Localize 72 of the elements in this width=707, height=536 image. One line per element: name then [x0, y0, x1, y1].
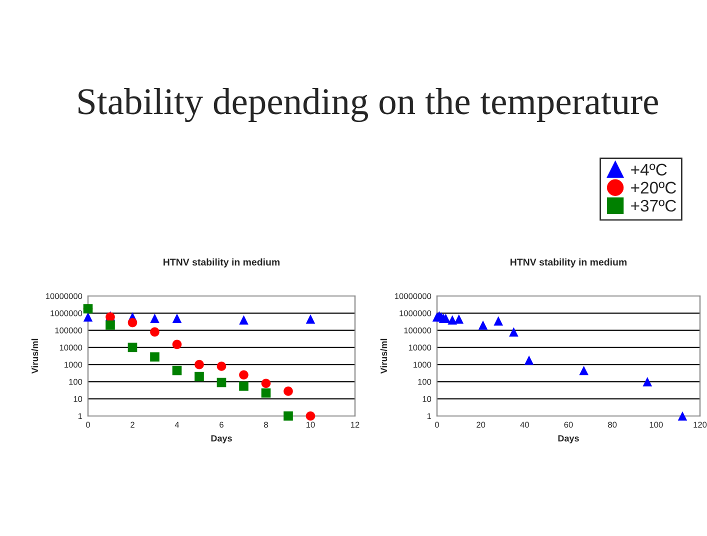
legend-label: +4ºC [631, 164, 667, 176]
y-tick-label: 10000 [408, 344, 432, 351]
point [172, 314, 182, 323]
point [261, 388, 271, 398]
x-tick-label: 6 [220, 422, 224, 428]
x-tick-label: 80 [608, 422, 617, 428]
point [284, 386, 293, 396]
y-tick-label: 1000000 [400, 310, 432, 316]
point [239, 382, 248, 391]
point [216, 362, 226, 371]
y-tick-label: 1 [427, 413, 432, 420]
point [194, 372, 204, 382]
y-tick-label: 100000 [404, 327, 432, 334]
point [524, 356, 534, 365]
y-tick-label: 100000 [55, 327, 82, 334]
point [106, 320, 115, 330]
y-tick-label: 1000 [414, 362, 432, 368]
point [150, 352, 160, 362]
point [128, 342, 138, 352]
point [172, 366, 182, 376]
x-tick-label: 60 [564, 422, 573, 428]
y-tick-label: 10000 [60, 344, 82, 351]
x-tick-label: 100 [650, 422, 663, 428]
point [678, 411, 688, 421]
x-tick-label: 4 [174, 422, 180, 428]
point [494, 316, 504, 326]
legend-label: +37ºC [631, 200, 676, 212]
legend-label: +20ºC [631, 182, 676, 194]
point [579, 366, 588, 376]
y-tick-label: 10 [422, 396, 432, 402]
x-tick-label: 12 [351, 422, 360, 428]
point [172, 340, 182, 350]
y-axis-title: Virus/ml [31, 338, 38, 374]
point [216, 378, 226, 388]
point [448, 315, 457, 325]
y-tick-label: 1 [78, 413, 82, 420]
y-tick-label: 10000000 [395, 293, 432, 300]
point [454, 314, 464, 324]
chart-title: HTNV stability in medium [510, 258, 627, 268]
point [306, 411, 316, 421]
y-tick-label: 10000000 [46, 293, 82, 300]
point [150, 327, 160, 337]
x-tick-label: 120 [694, 422, 707, 428]
point [239, 315, 248, 325]
x-tick-label: 0 [435, 422, 439, 428]
x-tick-label: 8 [264, 422, 268, 428]
point [150, 314, 160, 323]
y-tick-label: 1000 [64, 362, 82, 368]
x-tick-label: 10 [306, 422, 315, 428]
y-tick-label: 10 [74, 396, 82, 402]
point [261, 378, 271, 388]
point [306, 314, 316, 324]
point [509, 327, 518, 337]
text: Stability depending on the temperature [78, 88, 658, 122]
x-axis-title: Days [558, 435, 579, 444]
point [478, 320, 488, 330]
point [83, 312, 93, 322]
x-axis-title: Days [211, 435, 232, 444]
point [284, 411, 293, 421]
y-tick-label: 1000000 [50, 310, 82, 316]
y-tick-label: 100 [69, 378, 82, 385]
y-tick-label: 100 [418, 378, 432, 385]
y-axis-title: Virus/ml [380, 338, 388, 374]
point [239, 370, 248, 380]
x-tick-label: 40 [520, 422, 529, 428]
point [194, 360, 204, 370]
x-tick-label: 20 [476, 422, 486, 428]
x-tick-label: 0 [86, 422, 90, 428]
point [128, 318, 138, 328]
x-tick-label: 2 [130, 422, 134, 428]
point [642, 377, 652, 386]
chart-title: HTNV stability in medium [164, 258, 280, 268]
